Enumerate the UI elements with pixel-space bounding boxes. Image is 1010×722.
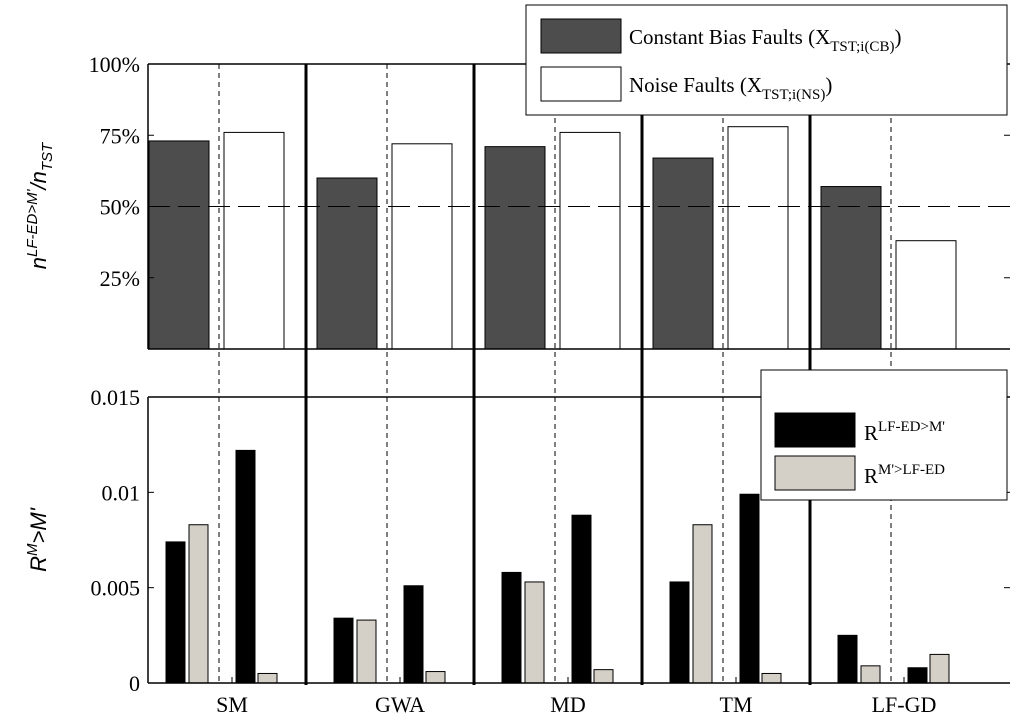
bottom-bar-md-s1 — [501, 571, 522, 684]
bottom-bar-gwa-s4 — [425, 671, 446, 684]
bottom-bar-lf-gd-s2 — [860, 665, 881, 684]
bottom-bar-sm-s2 — [188, 524, 209, 684]
bottom-y-tick-label: 0.015 — [91, 385, 141, 410]
legend-swatch-constant-bias — [540, 18, 622, 54]
bottom-y-tick-label: 0.005 — [91, 576, 141, 601]
bottom-bar-lf-gd-s1 — [837, 634, 858, 684]
legend-label-noise: Noise Faults (XTST;i(NS)) — [629, 73, 832, 103]
top-bar-md-noise — [559, 131, 621, 350]
top-legend: Constant Bias Faults (XTST;i(CB)) Noise … — [525, 4, 1008, 116]
top-y-tick-label: 25% — [100, 266, 140, 291]
bottom-bar-md-s3 — [571, 514, 592, 684]
legend-swatch-r-lfed-main — [774, 412, 856, 448]
bottom-bar-tm-s4 — [761, 672, 782, 684]
legend-label-r-mprime: RM'>LF-ED — [864, 462, 945, 488]
bottom-bar-gwa-s3 — [403, 585, 424, 684]
legend-label-r-lfed: RLF-ED>M' — [864, 419, 945, 445]
bottom-bar-lf-gd-s4 — [929, 653, 950, 684]
x-tick-label-tm: TM — [720, 692, 753, 717]
bottom-bar-tm-s1 — [669, 581, 690, 684]
top-y-tick-label: 50% — [100, 195, 140, 220]
top-bar-sm-noise — [223, 131, 285, 350]
x-tick-label-sm: SM — [216, 692, 248, 717]
bottom-bar-sm-s3 — [235, 449, 256, 684]
legend-swatch-r-mprime-main — [774, 455, 856, 491]
ticks-layer: 25% 50% 75% 100% 0 0.005 0.01 0.015 SM GWA MD TM LF-… — [89, 52, 1010, 717]
bottom-legend: RLF-ED>M' RM'>LF-ED — [760, 369, 1008, 501]
bottom-y-axis-label: RM>M' — [24, 507, 51, 572]
top-bar-sm-constant-bias — [148, 140, 210, 350]
top-bar-lf-gd-constant-bias — [820, 186, 882, 350]
top-y-tick-label: 75% — [100, 123, 140, 148]
bottom-bar-gwa-s1 — [333, 617, 354, 684]
top-bars-layer — [148, 126, 957, 350]
top-bar-md-constant-bias — [484, 146, 546, 350]
bottom-bar-gwa-s2 — [356, 619, 377, 684]
bottom-bar-tm-s2 — [692, 524, 713, 684]
top-bar-tm-noise — [727, 126, 789, 350]
bottom-bar-md-s2 — [524, 581, 545, 684]
legend-swatch-noise — [540, 66, 622, 102]
top-bar-gwa-noise — [391, 143, 453, 350]
bottom-bar-md-s4 — [593, 669, 614, 684]
bottom-bar-sm-s4 — [257, 672, 278, 684]
bottom-bar-lf-gd-s3 — [907, 667, 928, 684]
bottom-y-tick-label: 0 — [129, 671, 140, 696]
x-tick-label-gwa: GWA — [375, 692, 425, 717]
top-bar-tm-constant-bias — [652, 157, 714, 350]
legend-label-constant-bias: Constant Bias Faults (XTST;i(CB)) — [629, 25, 901, 55]
top-bar-lf-gd-noise — [895, 240, 957, 350]
bottom-bar-tm-s3 — [739, 493, 760, 684]
bottom-bar-sm-s1 — [165, 541, 186, 684]
x-tick-label-lf-gd: LF-GD — [872, 692, 937, 717]
bottom-bars-layer — [165, 449, 950, 684]
top-bar-gwa-constant-bias — [316, 177, 378, 350]
top-y-tick-label: 100% — [89, 52, 140, 77]
x-tick-label-md: MD — [550, 692, 585, 717]
top-y-axis-label: nLF-ED>M'/nTST — [24, 141, 56, 269]
bottom-y-tick-label: 0.01 — [102, 480, 141, 505]
